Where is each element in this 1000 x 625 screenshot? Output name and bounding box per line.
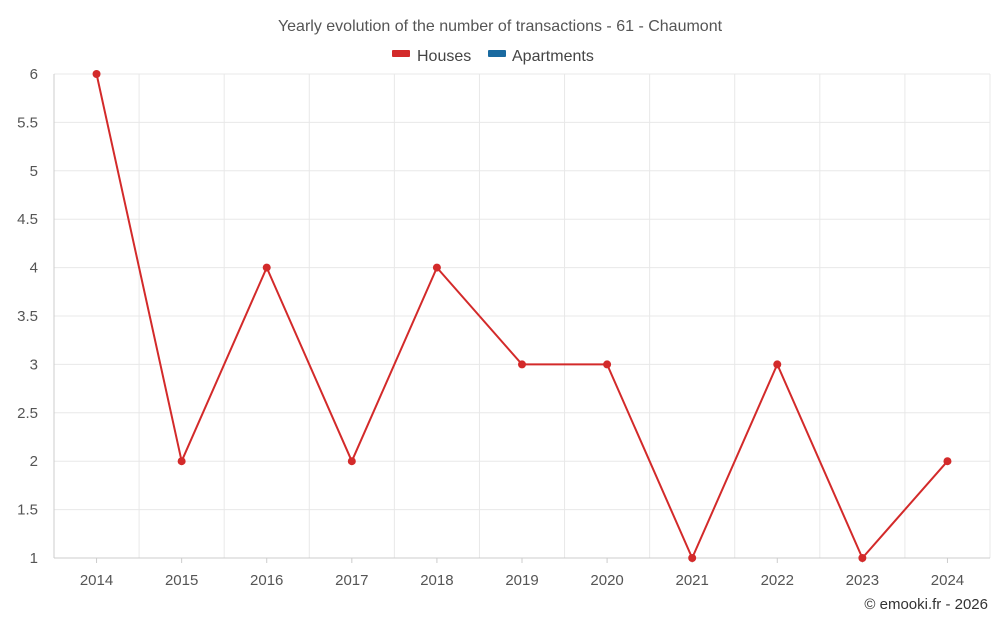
y-tick-label: 5.5 xyxy=(17,114,38,131)
legend-item-houses[interactable]: Houses xyxy=(392,48,471,65)
data-point-houses-2018[interactable] xyxy=(432,263,441,272)
y-axis-ticks: 1 1.5 2 2.5 3 3.5 4 4.5 5 5.5 6 xyxy=(17,66,38,567)
data-point-houses-2022[interactable] xyxy=(773,360,782,369)
y-tick-label: 1.5 xyxy=(17,502,38,519)
x-tick-label: 2018 xyxy=(420,572,453,589)
y-tick-label: 4.5 xyxy=(17,211,38,228)
x-tick-label: 2015 xyxy=(165,572,198,589)
x-tick-label: 2014 xyxy=(80,572,113,589)
chart-title: Yearly evolution of the number of transa… xyxy=(278,18,723,35)
x-tick-label: 2020 xyxy=(590,572,623,589)
data-point-houses-2021[interactable] xyxy=(688,554,697,562)
legend-label-apartments: Apartments xyxy=(512,48,594,65)
data-point-houses-2019[interactable] xyxy=(518,360,526,369)
x-tick-label: 2022 xyxy=(761,572,794,589)
legend-item-apartments[interactable]: Apartments xyxy=(488,48,594,65)
y-tick-label: 2.5 xyxy=(17,405,38,422)
series xyxy=(92,70,952,562)
y-tick-label: 6 xyxy=(30,66,38,83)
data-point-houses-2023[interactable] xyxy=(858,554,867,562)
legend-swatch-apartments xyxy=(488,50,506,57)
y-tick-label: 4 xyxy=(30,260,38,277)
y-tick-label: 3 xyxy=(30,356,38,373)
data-point-houses-2015[interactable] xyxy=(177,457,186,466)
credit-text: © emooki.fr - 2026 xyxy=(864,596,988,613)
data-point-houses-2014[interactable] xyxy=(92,70,101,78)
x-tick-label: 2016 xyxy=(250,572,283,589)
x-tick-label: 2019 xyxy=(505,572,538,589)
x-tick-label: 2021 xyxy=(675,572,708,589)
data-point-houses-2024[interactable] xyxy=(943,457,952,466)
x-tick-label: 2024 xyxy=(931,572,964,589)
y-tick-label: 3.5 xyxy=(17,308,38,325)
legend: Houses Apartments xyxy=(392,48,594,65)
x-tick-label: 2017 xyxy=(335,572,368,589)
x-tick-label: 2023 xyxy=(846,572,879,589)
y-tick-label: 5 xyxy=(30,163,38,180)
y-tick-label: 2 xyxy=(30,453,38,470)
y-tick-label: 1 xyxy=(30,550,38,567)
data-point-houses-2017[interactable] xyxy=(347,457,356,466)
x-axis-ticks: 2014 2015 2016 2017 2018 2019 2020 2021 2022 2023… xyxy=(80,558,964,589)
legend-label-houses: Houses xyxy=(417,48,471,65)
grid xyxy=(54,73,991,558)
series-houses xyxy=(92,70,952,562)
data-point-houses-2016[interactable] xyxy=(262,263,271,272)
data-point-houses-2020[interactable] xyxy=(603,360,612,369)
legend-swatch-houses xyxy=(392,50,410,57)
